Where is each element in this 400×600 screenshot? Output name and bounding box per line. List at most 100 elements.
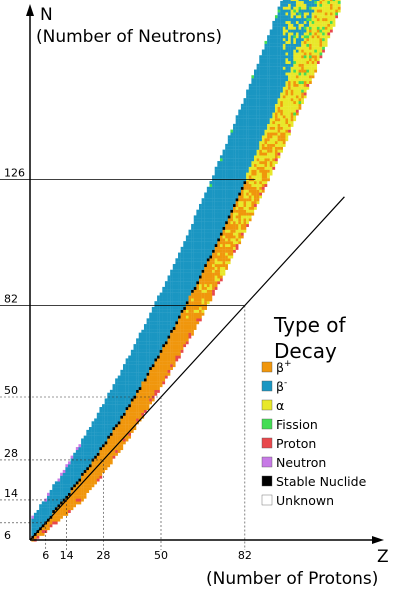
nuclide-cell: [170, 364, 173, 368]
nuclide-cell: [316, 12, 320, 16]
nuclide-cell: [154, 358, 158, 362]
nuclide-cell: [327, 18, 331, 22]
nuclide-cell: [227, 209, 231, 213]
nuclide-cell: [193, 326, 197, 330]
nuclide-cell: [162, 306, 166, 310]
nuclide-cell: [272, 35, 276, 39]
nuclide-cell: [102, 455, 105, 459]
legend: Type of Decay β+β-αFissionProtonNeutronS…: [261, 313, 367, 508]
nuclide-cell: [217, 246, 221, 250]
nuclide-cell: [225, 146, 228, 150]
nuclide-cell: [204, 286, 207, 290]
nuclide-cell: [277, 63, 281, 67]
nuclide-cell: [206, 243, 210, 247]
nuclide-cell: [154, 364, 158, 368]
nuclide-cell: [167, 369, 171, 373]
nuclide-cell: [256, 126, 260, 130]
nuclide-cell: [295, 106, 299, 110]
nuclide-cell: [143, 389, 147, 393]
nuclide-cell: [246, 175, 249, 179]
nuclide-cell: [256, 75, 260, 79]
nuclide-cell: [309, 23, 312, 27]
nuclide-cell: [246, 218, 249, 222]
nuclide-cell: [233, 249, 236, 253]
nuclide-cell: [70, 507, 74, 511]
nuclide-cell: [230, 206, 234, 210]
nuclide-cell: [201, 309, 205, 313]
nuclide-cell: [136, 358, 139, 362]
nuclide-cell: [65, 489, 69, 493]
nuclide-cell: [285, 72, 289, 76]
nuclide-cell: [248, 118, 252, 122]
nuclide-cell: [188, 306, 192, 310]
nuclide-cell: [285, 80, 289, 84]
nuclide-cell: [191, 301, 194, 305]
nuclide-cell: [154, 372, 158, 376]
nuclide-cell: [112, 438, 116, 442]
nuclide-cell: [57, 504, 61, 508]
nuclide-cell: [280, 60, 283, 64]
nuclide-cell: [39, 507, 42, 511]
nuclide-cell: [316, 26, 320, 30]
nuclide-cell: [329, 20, 333, 24]
nuclide-cell: [120, 381, 124, 385]
nuclide-cell: [123, 384, 126, 388]
nuclide-cell: [311, 38, 315, 42]
nuclide-cell: [246, 103, 249, 107]
nuclide-cell: [141, 389, 145, 393]
nuclide-cell: [117, 398, 121, 402]
nuclide-cell: [159, 344, 163, 348]
nuclide-cell: [107, 392, 111, 396]
nuclide-cell: [324, 0, 328, 4]
nuclide-cell: [303, 20, 307, 24]
nuclide-cell: [201, 252, 205, 256]
nuclide-cell: [157, 341, 160, 345]
nuclide-cell: [295, 0, 299, 4]
nuclide-cell: [261, 112, 265, 116]
nuclide-cell: [222, 163, 226, 167]
nuclide-cell: [264, 112, 268, 116]
nuclide-cell: [109, 392, 113, 396]
nuclide-cell: [254, 86, 257, 90]
nuclide-cell: [238, 189, 242, 193]
nuclide-cell: [324, 12, 328, 16]
nuclide-cell: [269, 92, 273, 96]
nuclide-cell: [272, 86, 276, 90]
nuclide-cell: [191, 292, 194, 296]
nuclide-cell: [123, 375, 126, 379]
nuclide-cell: [225, 183, 228, 187]
nuclide-cell: [115, 384, 118, 388]
nuclide-cell: [120, 444, 124, 448]
nuclide-cell: [314, 66, 318, 70]
nuclide-cell: [225, 203, 228, 207]
nuclide-cell: [293, 109, 297, 113]
nuclide-cell: [47, 492, 50, 496]
nuclide-cell: [267, 106, 270, 110]
nuclide-cell: [149, 372, 152, 376]
nuclide-cell: [138, 349, 142, 353]
nuclide-cell: [143, 369, 147, 373]
nuclide-cell: [185, 249, 189, 253]
nuclide-cell: [246, 195, 249, 199]
nuclide-cell: [222, 169, 226, 173]
nuclide-cell: [225, 166, 228, 170]
nuclide-cell: [240, 221, 244, 225]
nuclide-cell: [204, 243, 207, 247]
nuclide-cell: [272, 100, 276, 104]
nuclide-cell: [88, 427, 92, 431]
nuclide-cell: [243, 201, 247, 205]
legend-label-alpha: α: [276, 398, 284, 413]
nuclide-cell: [193, 318, 197, 322]
nuclide-cell: [67, 484, 71, 488]
nuclide-cell: [217, 181, 221, 185]
nuclide-cell: [316, 0, 320, 4]
nuclide-cell: [246, 186, 249, 190]
nuclide-cell: [157, 312, 160, 316]
nuclide-cell: [274, 35, 278, 39]
nuclide-cell: [314, 23, 318, 27]
nuclide-cell: [261, 143, 265, 147]
nuclide-cell: [288, 109, 291, 113]
nuclide-cell: [301, 100, 304, 104]
nuclide-cell: [235, 221, 239, 225]
nuclide-cell: [225, 158, 228, 162]
